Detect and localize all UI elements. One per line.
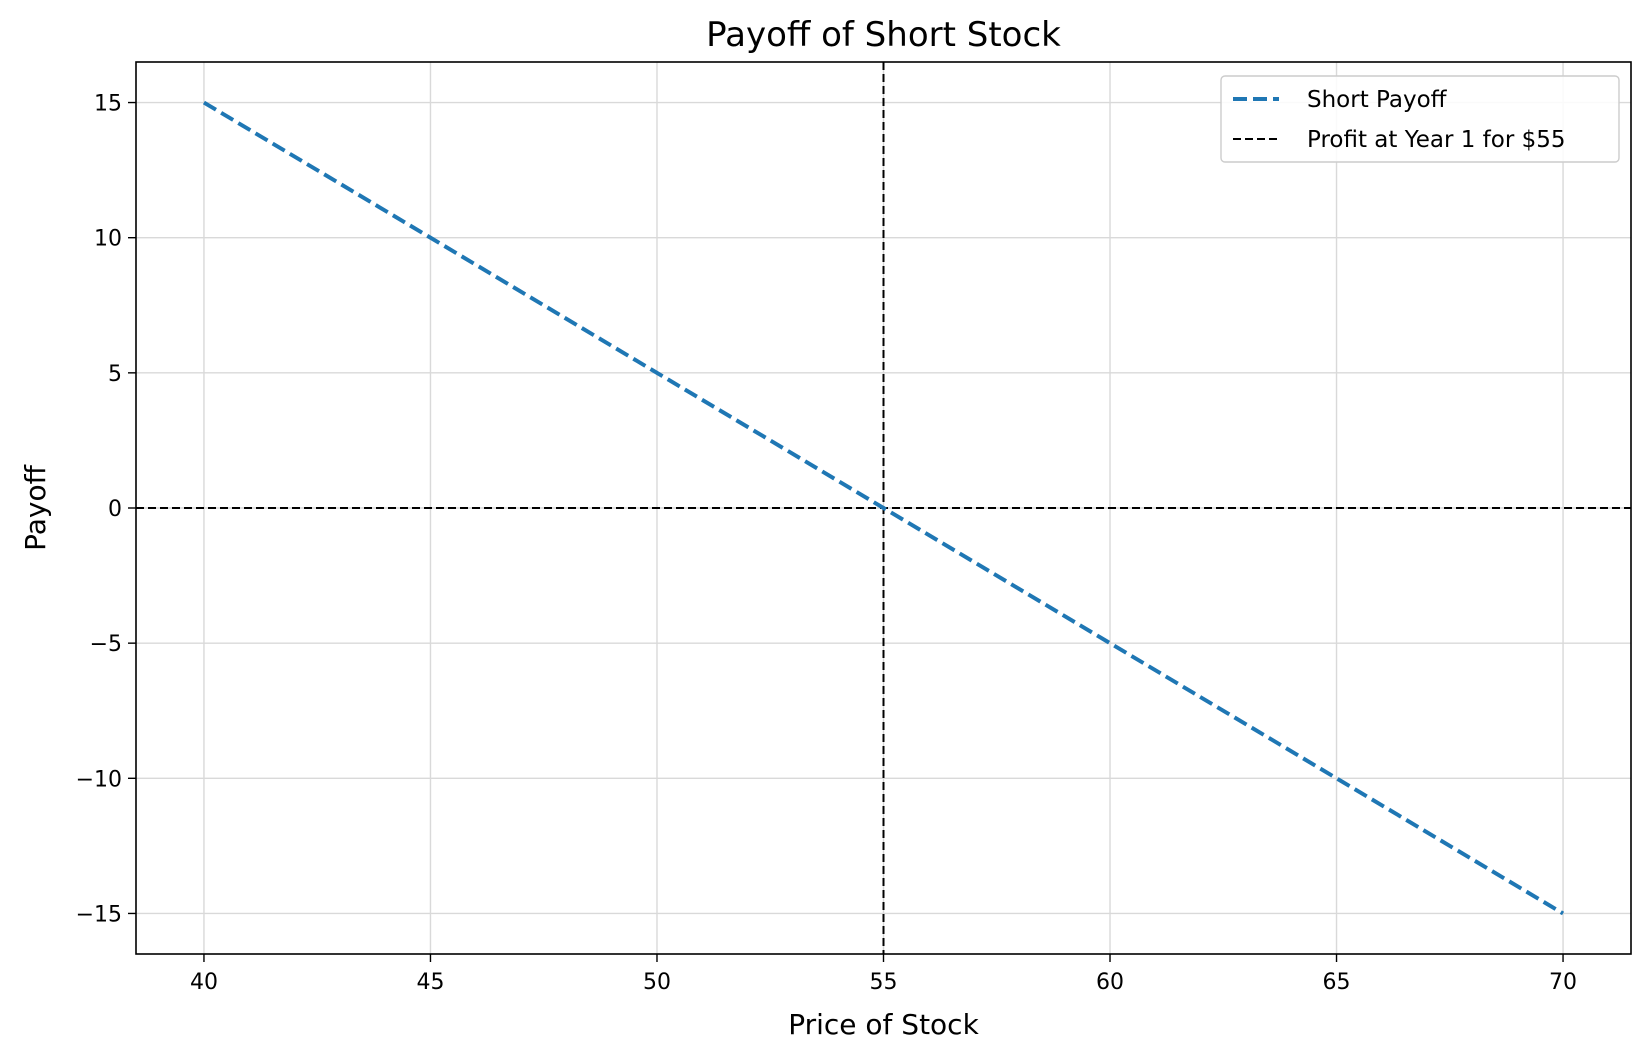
legend-box — [1220, 75, 1620, 163]
y-tick-label: 5 — [108, 362, 122, 387]
x-axis-label: Price of Stock — [788, 1008, 979, 1041]
x-tick-label: 65 — [1323, 970, 1351, 995]
legend-label-profit-line: Profit at Year 1 for $55 — [1307, 127, 1566, 153]
y-tick-label: 10 — [94, 227, 122, 252]
y-tick-label: −15 — [76, 902, 122, 927]
plot-data — [136, 62, 1631, 954]
x-tick-label: 40 — [190, 970, 218, 995]
y-tick-label: −5 — [90, 632, 122, 657]
y-tick-label: 0 — [108, 497, 122, 522]
x-tick-label: 70 — [1549, 970, 1577, 995]
legend: Short Payoff Profit at Year 1 for $55 — [1220, 75, 1620, 163]
x-tick-label: 55 — [870, 970, 898, 995]
y-axis-label: Payoff — [19, 464, 52, 550]
y-tick-label: 15 — [94, 92, 122, 117]
x-tick-label: 60 — [1096, 970, 1124, 995]
chart-title: Payoff of Short Stock — [706, 15, 1061, 55]
y-tick-label: −10 — [76, 767, 122, 792]
x-tick-label: 50 — [643, 970, 671, 995]
axis-ticks: 40 45 50 55 60 65 70 −15 −10 −5 0 5 10 15 — [76, 92, 1577, 995]
x-tick-label: 45 — [416, 970, 444, 995]
legend-label-short-payoff: Short Payoff — [1307, 87, 1448, 113]
series-line-short-payoff — [202, 100, 1565, 916]
